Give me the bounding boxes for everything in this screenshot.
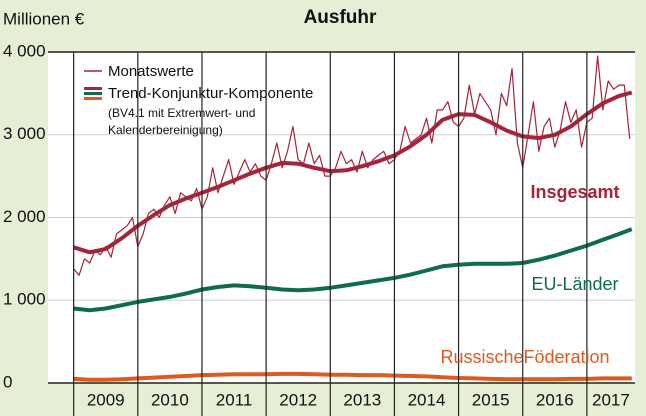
x-tick-label: 2009 <box>87 390 125 409</box>
monthly-line <box>73 55 631 276</box>
series-label: RussischeFöderation <box>440 347 609 367</box>
legend-note: Kalenderbereinigung) <box>108 123 223 137</box>
y-axis-label: Millionen € <box>3 9 85 28</box>
y-tick-label: 1 000 <box>3 290 46 309</box>
y-tick-label: 2 000 <box>3 207 46 226</box>
y-tick-label: 0 <box>3 372 12 391</box>
trend-line <box>73 371 632 382</box>
series-label: EU-Länder <box>531 274 618 294</box>
legend-swatch <box>84 97 102 100</box>
y-tick-label: 4 000 <box>3 41 46 60</box>
legend-label: Monatswerte <box>108 63 194 80</box>
legend-swatch <box>84 92 102 95</box>
x-tick-label: 2013 <box>343 390 381 409</box>
x-tick-label: 2012 <box>279 390 317 409</box>
chart-title: Ausfuhr <box>304 7 377 28</box>
series-label: Insgesamt <box>530 182 619 202</box>
legend-swatch <box>84 87 102 90</box>
x-tick-label: 2017 <box>592 390 630 409</box>
legend-label: Trend-Konjunktur-Komponente <box>108 85 313 102</box>
legend: Monatswerte Trend-Konjunktur-Komponente … <box>84 63 313 137</box>
x-tick-label: 2015 <box>472 390 510 409</box>
x-tick-label: 2010 <box>151 390 189 409</box>
legend-note: (BV4.1 mit Extremwert- und <box>108 106 255 120</box>
y-tick-label: 3 000 <box>3 124 46 143</box>
x-tick-label: 2011 <box>216 390 253 409</box>
trend-line <box>73 227 633 313</box>
x-tick-label: 2016 <box>536 390 574 409</box>
x-tick-label: 2014 <box>408 390 446 409</box>
